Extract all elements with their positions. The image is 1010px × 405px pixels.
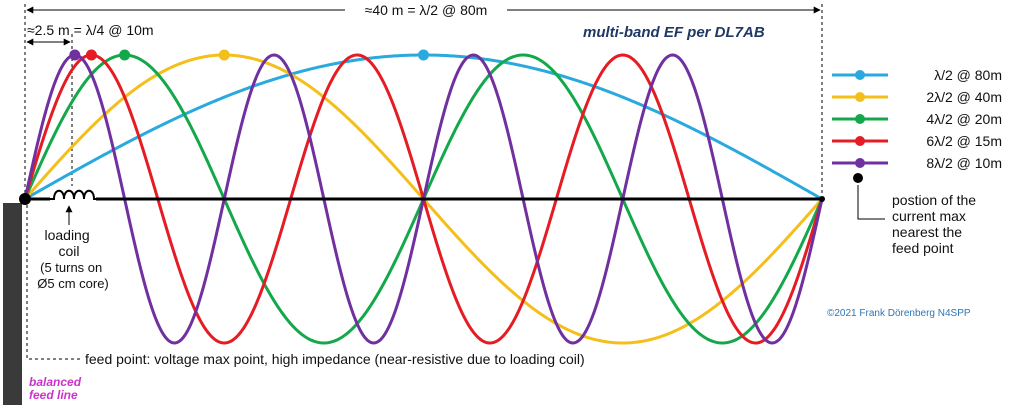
current-max-marker-4-half-waves: [119, 49, 131, 61]
curve-1-half-waves: [24, 53, 823, 201]
current-max-marker-1-half-waves: [418, 49, 429, 61]
top-dimension-label-bg: [345, 0, 507, 20]
loading-coil: [48, 189, 98, 200]
legend-item: 8λ/2 @ 10m: [832, 155, 1002, 171]
balanced-feed-line: [3, 203, 22, 405]
legend-item: 6λ/2 @ 15m: [832, 133, 1002, 149]
legend: λ/2 @ 80m 2λ/2 @ 40m 4λ/2 @ 20m 6λ/2 @ 15m 8…: [832, 67, 1002, 171]
legend-item: λ/2 @ 80m: [832, 67, 1002, 83]
current-max-marker-2-half-waves: [218, 49, 230, 61]
legend-label: 8λ/2 @ 10m: [926, 155, 1002, 171]
current-distribution-curves: [23, 49, 824, 345]
feed-point-dot: [19, 193, 31, 205]
current-max-legend-dot: [853, 173, 863, 183]
legend-item: 2λ/2 @ 40m: [832, 89, 1002, 105]
legend-swatch-dot: [855, 114, 865, 124]
loading-coil-label: loading coil: [44, 227, 93, 259]
legend-swatch-dot: [855, 158, 865, 168]
current-max-note: postion of the current max nearest the f…: [892, 192, 980, 256]
balanced-feed-line-label: balanced feed line: [29, 375, 84, 402]
legend-swatch-dot: [855, 92, 865, 102]
coil-dimension-label: ≈2.5 m = λ/4 @ 10m: [27, 22, 154, 38]
credit-text: ©2021 Frank Dörenberg N4SPP: [827, 308, 971, 319]
legend-label: 6λ/2 @ 15m: [926, 133, 1002, 149]
legend-swatch-dot: [855, 136, 865, 146]
current-max-marker-8-half-waves: [69, 49, 81, 61]
top-dimension-label: ≈40 m = λ/2 @ 80m: [365, 2, 488, 18]
current-max-marker-6-half-waves: [85, 49, 97, 61]
coil-spec-label: (5 turns on Ø5 cm core): [37, 260, 109, 291]
current-max-leader: [857, 185, 885, 220]
legend-item: 4λ/2 @ 20m: [832, 111, 1002, 127]
feed-point-note: feed point: voltage max point, high impe…: [85, 351, 585, 367]
legend-label: λ/2 @ 80m: [934, 67, 1002, 83]
legend-swatch-dot: [855, 70, 865, 80]
diagram-title: multi-band EF per DL7AB: [583, 24, 765, 41]
antenna-end-dot: [819, 196, 825, 202]
legend-label: 2λ/2 @ 40m: [926, 89, 1002, 105]
legend-label: 4λ/2 @ 20m: [926, 111, 1002, 127]
